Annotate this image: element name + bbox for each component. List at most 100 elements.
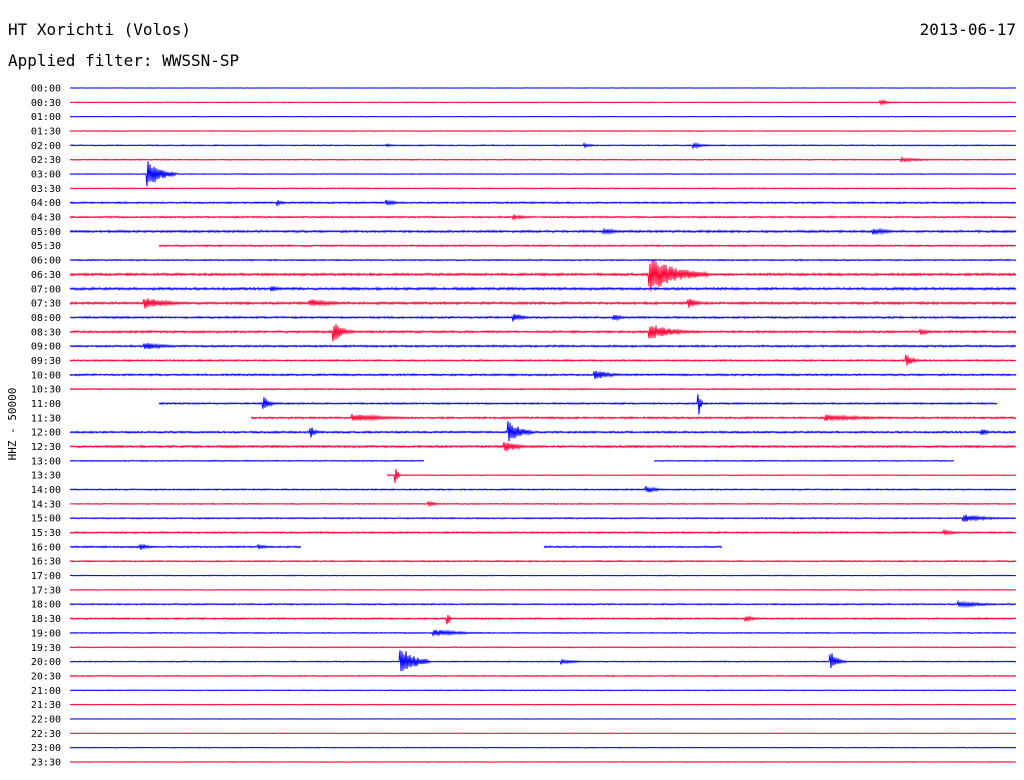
trace-line: [69, 187, 1017, 190]
time-label: 07:30: [31, 299, 61, 310]
trace-line: [69, 674, 1017, 678]
time-labels: 00:00 00:30 01:00 01:30 02:00 02:30 03:00 03:30…: [31, 84, 61, 769]
time-label: 20:30: [31, 671, 61, 682]
filter-label: Applied filter: WWSSN-SP: [8, 51, 240, 70]
time-label: 08:30: [31, 327, 61, 338]
time-label: 15:30: [31, 528, 61, 539]
trace-line: [69, 485, 1017, 493]
trace-line: [69, 599, 1017, 609]
date-label: 2013-06-17: [919, 20, 1016, 39]
time-label: 21:00: [31, 686, 61, 697]
trace-line: [69, 421, 1017, 442]
time-label: 19:00: [31, 628, 61, 639]
trace-line: [69, 629, 1017, 638]
trace-line: [69, 214, 1017, 222]
trace-line: [250, 413, 1017, 422]
time-label: 22:00: [31, 714, 61, 725]
y-axis-label: HHZ - 50000: [6, 388, 19, 461]
time-label: 16:00: [31, 542, 61, 553]
time-label: 17:00: [31, 571, 61, 582]
trace-line: [69, 87, 1017, 89]
trace-line: [69, 614, 1017, 625]
trace-line: [69, 559, 1017, 563]
time-label: 00:00: [31, 84, 61, 95]
trace-line: [69, 342, 1017, 350]
trace-lines: [69, 87, 1017, 763]
trace-line: [69, 115, 1017, 118]
trace-line: [69, 543, 723, 551]
trace-line: [69, 746, 1017, 749]
trace-line: [69, 354, 1017, 366]
time-label: 21:30: [31, 700, 61, 711]
time-label: 03:00: [31, 170, 61, 181]
time-label: 11:30: [31, 413, 61, 424]
trace-line: [69, 98, 1017, 107]
time-label: 02:00: [31, 141, 61, 152]
trace-line: [158, 394, 998, 415]
time-label: 12:30: [31, 442, 61, 453]
trace-line: [69, 588, 1017, 591]
time-label: 16:30: [31, 557, 61, 568]
time-label: 23:30: [31, 757, 61, 768]
time-label: 01:00: [31, 112, 61, 123]
station-title: HT Xorichti (Volos): [8, 20, 192, 39]
trace-line: [69, 141, 1017, 150]
time-label: 08:00: [31, 313, 61, 324]
trace-line: [69, 703, 1017, 706]
trace-line: [69, 286, 1017, 292]
time-label: 18:00: [31, 600, 61, 611]
time-label: 02:30: [31, 155, 61, 166]
trace-line: [69, 387, 1017, 391]
time-label: 18:30: [31, 614, 61, 625]
trace-line: [69, 155, 1017, 163]
trace-line: [69, 574, 1017, 577]
time-label: 05:00: [31, 227, 61, 238]
time-label: 05:30: [31, 241, 61, 252]
time-label: 14:00: [31, 485, 61, 496]
trace-line: [69, 313, 1017, 322]
trace-line: [69, 718, 1017, 720]
trace-line: [69, 646, 1017, 649]
time-label: 22:30: [31, 729, 61, 740]
time-label: 06:30: [31, 270, 61, 281]
time-label: 01:30: [31, 127, 61, 138]
time-label: 03:30: [31, 184, 61, 195]
trace-line: [69, 442, 1017, 452]
time-label: 13:00: [31, 456, 61, 467]
trace-line: [386, 468, 1017, 483]
trace-line: [69, 199, 1017, 208]
trace-line: [69, 258, 1017, 262]
time-label: 07:00: [31, 284, 61, 295]
trace-line: [69, 259, 1017, 292]
time-label: 04:30: [31, 213, 61, 224]
trace-line: [69, 370, 1017, 380]
trace-line: [69, 298, 1017, 309]
time-label: 20:00: [31, 657, 61, 668]
time-label: 10:00: [31, 370, 61, 381]
trace-line: [69, 459, 955, 463]
trace-line: [69, 650, 1017, 672]
time-label: 11:00: [31, 399, 61, 410]
time-label: 23:00: [31, 743, 61, 754]
time-label: 15:00: [31, 514, 61, 525]
time-label: 09:30: [31, 356, 61, 367]
trace-line: [69, 528, 1017, 536]
time-label: 14:30: [31, 499, 61, 510]
trace-line: [69, 732, 1017, 735]
trace-line: [158, 244, 1017, 248]
time-label: 13:30: [31, 471, 61, 482]
trace-line: [69, 514, 1017, 523]
time-label: 19:30: [31, 643, 61, 654]
trace-line: [69, 130, 1017, 133]
trace-line: [69, 689, 1017, 692]
trace-line: [69, 161, 1017, 187]
time-label: 00:30: [31, 98, 61, 109]
time-label: 12:00: [31, 428, 61, 439]
time-label: 06:00: [31, 256, 61, 267]
trace-line: [69, 323, 1017, 342]
trace-line: [69, 760, 1017, 763]
trace-line: [69, 500, 1017, 508]
time-label: 04:00: [31, 198, 61, 209]
time-label: 17:30: [31, 585, 61, 596]
